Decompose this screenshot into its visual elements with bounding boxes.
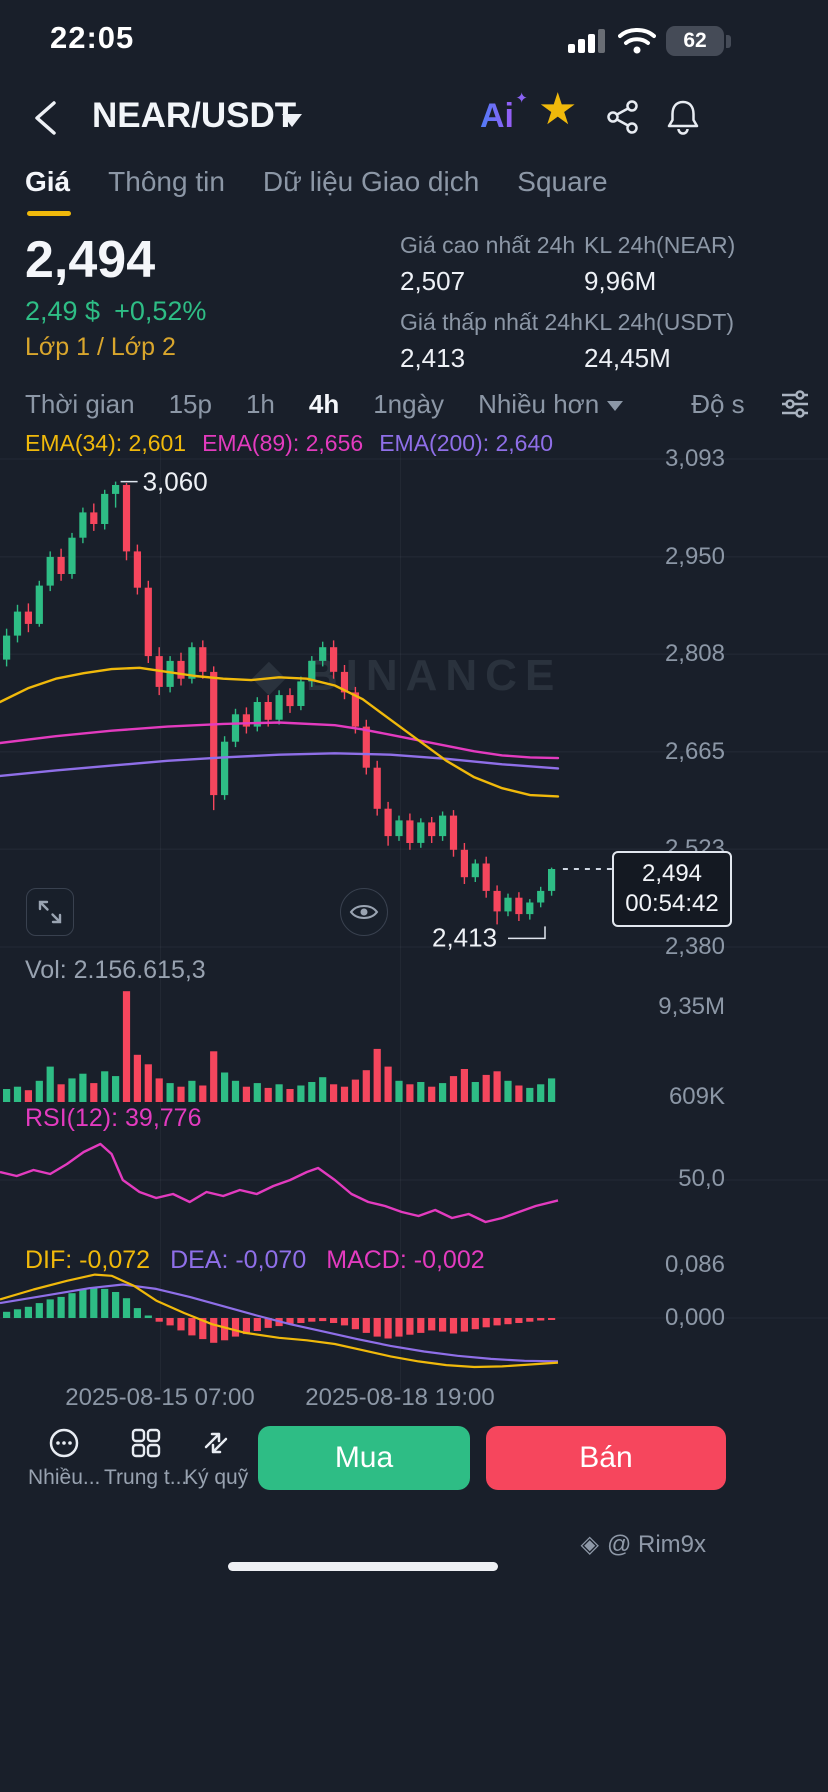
stats-24h: Giá cao nhất 24h 2,507 KL 24h(NEAR) 9,96M … [400, 232, 736, 374]
macd-value: MACD: -0,002 [326, 1246, 485, 1274]
tune-icon [781, 390, 808, 418]
stat-high: Giá cao nhất 24h 2,507 [400, 232, 576, 296]
price-sub-row: 2,49 $ +0,52% [25, 296, 206, 327]
pair-title[interactable]: NEAR/USDT [92, 96, 297, 135]
wifi-icon [618, 28, 656, 54]
binance-watermark: ◆ BINANCE [252, 650, 563, 701]
fiat-price: 2,49 $ [25, 296, 101, 326]
more-options-button[interactable]: Nhiều... [28, 1426, 100, 1490]
stat-vol-base: KL 24h(NEAR) 9,96M [584, 232, 736, 296]
ema89-value: EMA(89): 2,656 [202, 430, 364, 456]
rsi-chart[interactable] [0, 1138, 828, 1250]
stat-low: Giá thấp nhất 24h 2,413 [400, 309, 583, 373]
volume-axis-label: 609K [668, 1083, 725, 1110]
macd-legend: DIF: -0,072 DEA: -0,070 MACD: -0,002 [25, 1246, 485, 1275]
credit-watermark: ◈ @ Rim9x [580, 1530, 706, 1559]
price-chart[interactable]: 3,060 2,413 [0, 446, 828, 958]
tab-square[interactable]: Square [517, 166, 608, 197]
pair-dropdown-caret[interactable] [282, 114, 302, 127]
home-indicator [228, 1562, 498, 1571]
price-axis-label: 2,950 [664, 543, 725, 570]
price-axis-label: 3,093 [664, 445, 725, 472]
timeframe-label: Thời gian [25, 388, 135, 419]
binance-logo-icon: ◆ [252, 651, 294, 700]
layer-tags-link[interactable]: Lớp 1 / Lớp 2 [25, 333, 176, 361]
favorite-star-icon[interactable]: ★ [538, 85, 578, 134]
share-icon[interactable] [604, 98, 642, 136]
timeframe-1h[interactable]: 1h [245, 388, 275, 419]
ema34-value: EMA(34): 2,601 [25, 430, 187, 456]
volume-legend: Vol: 2.156.615,3 [25, 956, 206, 984]
fullscreen-button[interactable] [26, 888, 74, 936]
logo-icon: ◈ [580, 1531, 599, 1558]
volume-chart[interactable] [0, 985, 828, 1107]
svg-text:3,060: 3,060 [143, 467, 208, 497]
price-axis-label: 2,380 [664, 933, 725, 960]
apps-grid-icon [131, 1428, 160, 1458]
buy-button[interactable]: Mua [258, 1426, 470, 1490]
marker-price: 2,494 [641, 859, 703, 887]
tab-gia[interactable]: Giá [25, 166, 72, 216]
price-axis-label: 2,665 [664, 738, 725, 765]
back-button[interactable] [26, 96, 70, 140]
ai-assistant-button[interactable]: Ai ✦ [480, 90, 528, 135]
sell-button[interactable]: Bán [486, 1426, 726, 1490]
vertical-gridline [160, 446, 161, 1390]
transfer-arrows-icon [204, 1432, 228, 1454]
expand-icon [38, 900, 62, 924]
indicator-settings-button[interactable] [779, 388, 811, 420]
svg-text:2,413: 2,413 [432, 922, 497, 952]
caret-down-icon [607, 400, 624, 411]
sparkle-icon: ✦ [515, 90, 528, 107]
timeframe-15m[interactable]: 15p [168, 388, 212, 419]
macd-axis-label: 0,000 [664, 1304, 725, 1331]
vertical-gridline [400, 446, 401, 1390]
dea-value: DEA: -0,070 [170, 1246, 307, 1274]
notifications-bell-icon[interactable] [664, 98, 702, 136]
timeframe-4h[interactable]: 4h [308, 388, 340, 419]
status-icons: 62 [568, 26, 731, 56]
more-timeframes-button[interactable]: Nhiều hơn [478, 389, 624, 420]
last-price-marker[interactable]: 2,494 00:54:42 [612, 850, 732, 927]
change-percent: +0,52% [114, 296, 207, 326]
battery-percent: 62 [683, 29, 707, 52]
rsi-axis-label: 50,0 [678, 1165, 725, 1192]
tab-thong-tin[interactable]: Thông tin [108, 166, 225, 197]
clock: 22:05 [50, 20, 135, 55]
ema-legend: EMA(34): 2,601 EMA(89): 2,656 EMA(200): … [25, 430, 553, 457]
tab-du-lieu-giao-dich[interactable]: Dữ liệu Giao dịch [262, 166, 480, 197]
dif-value: DIF: -0,072 [25, 1246, 151, 1274]
battery-nub [726, 34, 731, 48]
cellular-signal-icon [568, 29, 605, 53]
macd-axis-label: 0,086 [664, 1251, 725, 1278]
stat-vol-quote: KL 24h(USDT) 24,45M [584, 309, 734, 373]
volume-axis-label: 9,35M [658, 993, 725, 1020]
visibility-button[interactable] [340, 888, 388, 936]
time-axis-label: 2025-08-18 19:00 [305, 1384, 495, 1411]
candle-countdown: 00:54:42 [625, 889, 719, 917]
time-axis-label: 2025-08-15 07:00 [65, 1384, 255, 1411]
more-circle-icon [49, 1428, 79, 1458]
macd-chart[interactable] [0, 1252, 828, 1388]
rsi-legend: RSI(12): 39,776 [25, 1104, 202, 1132]
battery-indicator: 62 [666, 26, 731, 56]
timeframe-bar: Thời gian 15p 1h 4h 1ngày Nhiều hơn Độ s [25, 388, 808, 420]
section-tabs: Giá Thông tin Dữ liệu Giao dịch Square [25, 166, 608, 216]
depth-label[interactable]: Độ s [691, 388, 745, 419]
last-price: 2,494 [25, 231, 156, 289]
trading-hub-button[interactable]: Trung t... [104, 1426, 187, 1490]
price-axis-label: 2,808 [664, 640, 725, 667]
ema200-value: EMA(200): 2,640 [379, 430, 554, 456]
timeframe-1d[interactable]: 1ngày [373, 388, 445, 419]
eye-icon [349, 905, 379, 919]
margin-button[interactable]: Ký quỹ [184, 1426, 248, 1490]
